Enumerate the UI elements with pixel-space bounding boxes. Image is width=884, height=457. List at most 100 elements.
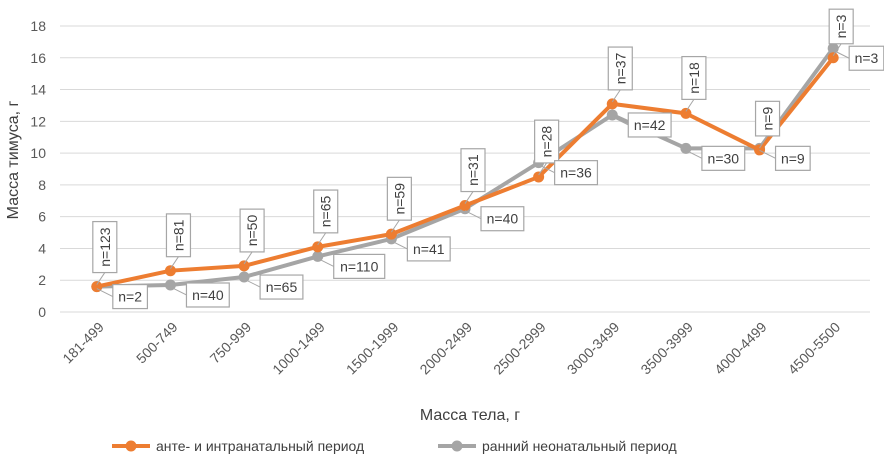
x-tick-label: 2000-2499 xyxy=(416,319,475,378)
data-label: n=3 xyxy=(833,14,849,38)
callout-series-1: n=42 xyxy=(612,112,672,138)
callout-leader xyxy=(538,164,555,174)
data-point xyxy=(238,271,250,283)
callout-leader xyxy=(832,49,850,59)
data-point xyxy=(827,52,839,64)
callout-series-0: n=50 xyxy=(239,208,265,265)
data-label: n=81 xyxy=(170,219,186,251)
x-axis-title: Масса тела, г xyxy=(420,407,520,424)
callout-box xyxy=(406,236,451,262)
callout-box xyxy=(701,145,746,171)
callout-box xyxy=(165,213,192,258)
data-point xyxy=(164,265,176,277)
callout-leader xyxy=(170,286,187,296)
legend-label: анте- и интранатальный период xyxy=(156,438,364,454)
data-label: n=3 xyxy=(855,50,879,66)
callout-box xyxy=(774,145,811,171)
callout-series-1: n=40 xyxy=(170,282,230,308)
callout-leader xyxy=(391,240,408,250)
callout-series-1: n=2 xyxy=(96,283,149,310)
data-label: n=30 xyxy=(708,150,740,166)
y-tick-label: 8 xyxy=(38,177,46,193)
callout-box xyxy=(259,274,304,300)
data-label: n=65 xyxy=(266,279,298,295)
data-label: n=28 xyxy=(539,126,555,158)
x-tick-label: 3500-3999 xyxy=(637,319,696,378)
y-axis-title: Масса тимуса, г xyxy=(5,101,22,220)
x-tick-label: 1000-1499 xyxy=(269,319,328,378)
data-point xyxy=(606,109,618,121)
callout-series-0: n=28 xyxy=(534,119,560,176)
callout-series-0: n=81 xyxy=(165,213,192,269)
y-tick-label: 16 xyxy=(30,50,46,66)
data-point xyxy=(312,241,324,253)
data-label: n=37 xyxy=(612,52,628,84)
callout-leader xyxy=(96,288,114,298)
callout-box xyxy=(848,45,884,71)
data-point xyxy=(606,98,618,110)
callout-box xyxy=(607,46,633,91)
x-tick-label: 181-499 xyxy=(59,319,107,367)
callout-leader xyxy=(832,43,842,57)
callout-box xyxy=(239,208,265,253)
callout-series-0: n=31 xyxy=(460,148,486,204)
callout-leader xyxy=(243,278,261,288)
callout-series-0: n=18 xyxy=(681,55,707,112)
data-label: n=2 xyxy=(118,289,142,305)
legend-label: ранний неонатальный период xyxy=(482,438,677,454)
callout-series-0: n=37 xyxy=(607,46,633,103)
data-label: n=42 xyxy=(634,117,666,133)
data-label: n=40 xyxy=(487,211,519,227)
callout-leader xyxy=(464,191,474,204)
callout-leader xyxy=(464,210,482,220)
y-tick-label: 4 xyxy=(38,240,46,256)
callout-leader xyxy=(390,219,400,233)
callout-series-1: n=41 xyxy=(391,236,451,262)
callout-leader xyxy=(170,256,179,269)
callout-leader xyxy=(317,232,327,246)
legend-item-1: ранний неонатальный период xyxy=(438,438,677,454)
x-tick-label: 750-999 xyxy=(207,319,255,367)
callout-series-1: n=36 xyxy=(538,160,599,186)
y-tick-label: 6 xyxy=(38,209,46,225)
callout-leader xyxy=(759,135,768,149)
callout-series-1: n=110 xyxy=(317,253,386,279)
callout-series-1: n=3 xyxy=(832,45,884,71)
legend-swatch-marker xyxy=(125,440,137,452)
data-label: n=31 xyxy=(465,154,481,186)
data-point xyxy=(459,200,471,212)
x-tick-label: 4000-4499 xyxy=(711,319,770,378)
y-tick-label: 18 xyxy=(30,18,46,34)
callout-series-0: n=9 xyxy=(754,100,781,149)
data-label: n=40 xyxy=(192,287,224,303)
callout-box xyxy=(460,148,486,193)
data-point xyxy=(164,279,176,291)
callout-leader xyxy=(612,116,629,126)
data-label: n=9 xyxy=(781,150,805,166)
axes: 0 2 4 6 8 10 12 14 16 18 181-499 500-749 750-999 1000… xyxy=(30,18,843,377)
callout-box xyxy=(333,253,386,279)
callout-box xyxy=(92,220,118,274)
data-label: n=65 xyxy=(318,195,334,227)
callout-series-0: n=65 xyxy=(313,189,339,246)
callout-series-1: n=65 xyxy=(243,274,304,300)
callout-leader xyxy=(96,272,106,285)
data-label: n=59 xyxy=(391,183,407,215)
callout-leader xyxy=(243,251,253,265)
data-labels: n=123 n=81 n=50 n=65 n=59 n=31 n=28 n=37 n=18 n=9… xyxy=(92,8,884,310)
data-label: n=18 xyxy=(686,62,702,94)
data-point xyxy=(680,142,692,154)
data-point xyxy=(754,144,766,156)
callout-leader xyxy=(685,149,703,159)
callout-box xyxy=(554,160,599,186)
legend-swatch-marker xyxy=(451,440,463,452)
x-tick-label: 2500-2999 xyxy=(490,319,549,378)
data-label: n=9 xyxy=(760,107,776,131)
callout-series-0: n=123 xyxy=(92,220,118,285)
callout-leader xyxy=(317,257,334,267)
data-label: n=36 xyxy=(560,165,592,181)
callout-box xyxy=(480,206,525,232)
callout-box xyxy=(754,100,781,137)
callout-leader xyxy=(685,99,695,112)
